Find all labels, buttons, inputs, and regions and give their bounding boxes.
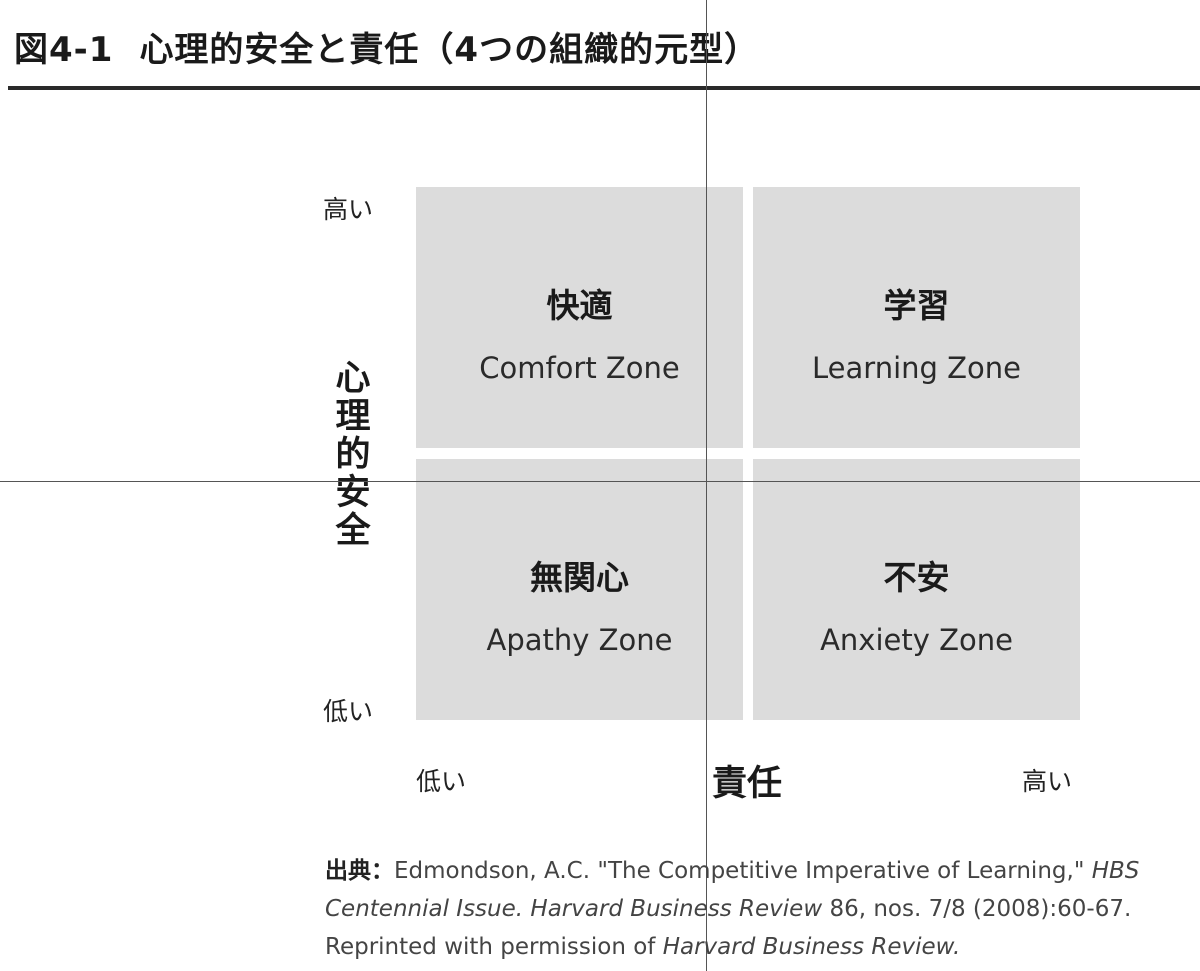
quadrant-jp-label: 快適 bbox=[546, 286, 613, 325]
y-axis-title-char: 的 bbox=[335, 435, 371, 475]
vertical-guide-line bbox=[706, 0, 707, 971]
source-citation: 出典：Edmondson, A.C. "The Competitive Impe… bbox=[325, 852, 1185, 966]
horizontal-guide-line bbox=[0, 481, 1200, 482]
y-axis-title-char: 安 bbox=[335, 473, 371, 513]
quadrant-en-label: Apathy Zone bbox=[486, 623, 673, 657]
quadrant-jp-label: 不安 bbox=[883, 558, 950, 597]
quadrant-anxiety-zone: 不安 Anxiety Zone bbox=[753, 459, 1080, 720]
quadrant-apathy-zone: 無関心 Apathy Zone bbox=[416, 459, 743, 720]
quadrant-en-label: Anxiety Zone bbox=[820, 623, 1013, 657]
y-axis-low-label: 低い bbox=[323, 697, 374, 726]
x-axis-high-label: 高い bbox=[1022, 767, 1073, 796]
quadrant-comfort-zone: 快適 Comfort Zone bbox=[416, 187, 743, 448]
y-axis-title: 心 理 的 安 全 bbox=[331, 360, 375, 550]
source-journal-italic: HBS Centennial Issue. Harvard Business R… bbox=[325, 858, 1140, 922]
title-rule bbox=[8, 86, 1200, 90]
figure-title-text: 心理的安全と責任（4つの組織的元型） bbox=[139, 30, 760, 70]
y-axis-title-char: 全 bbox=[335, 511, 371, 551]
figure-title: 図4-1 心理的安全と責任（4つの組織的元型） bbox=[14, 22, 759, 71]
quadrant-jp-label: 無関心 bbox=[530, 558, 629, 597]
x-axis-low-label: 低い bbox=[416, 767, 467, 796]
source-text: Edmondson, A.C. "The Competitive Imperat… bbox=[394, 858, 1092, 884]
source-label: 出典： bbox=[325, 858, 394, 884]
y-axis-title-char: 心 bbox=[335, 359, 371, 399]
y-axis-title-char: 理 bbox=[335, 397, 371, 437]
source-permission-italic: Harvard Business Review. bbox=[662, 934, 961, 960]
y-axis-high-label: 高い bbox=[323, 195, 374, 224]
x-axis-title: 責任 bbox=[712, 764, 783, 804]
quadrant-en-label: Comfort Zone bbox=[479, 351, 680, 385]
quadrant-learning-zone: 学習 Learning Zone bbox=[753, 187, 1080, 448]
quadrant-jp-label: 学習 bbox=[883, 286, 950, 325]
quadrant-en-label: Learning Zone bbox=[812, 351, 1021, 385]
source-text: 86, nos. 7/8 (2008):60-67. Reprinted wit… bbox=[325, 896, 1132, 960]
figure-number: 図4-1 bbox=[14, 30, 114, 70]
